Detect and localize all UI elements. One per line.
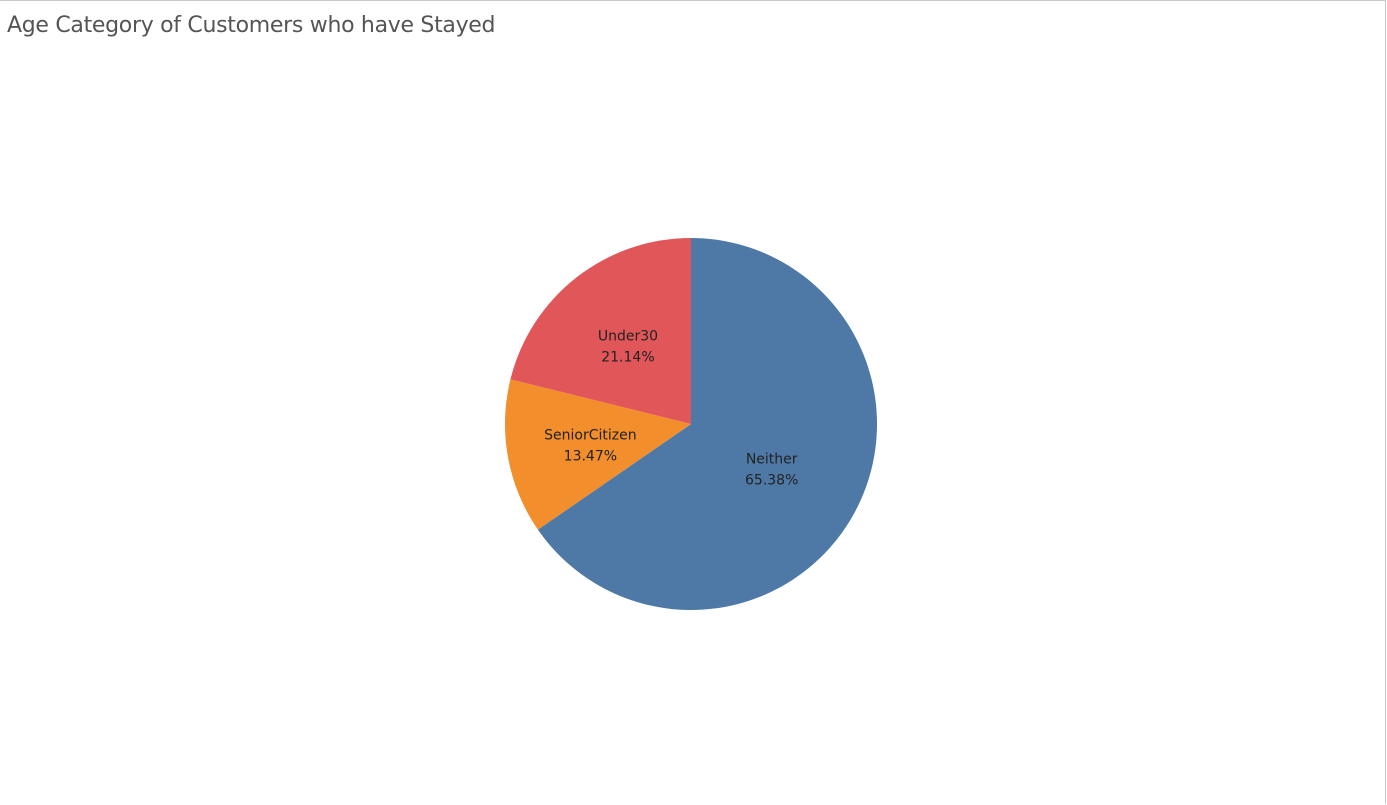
pie-labels: Neither 65.38% SeniorCitizen 13.47% Under30 2…: [544, 328, 798, 488]
slice-label-seniorcitizen: SeniorCitizen: [544, 427, 636, 443]
slice-value-under30: 21.14%: [601, 349, 654, 365]
pie-slice-seniorcitizen[interactable]: [504, 379, 691, 530]
pie-slices: [504, 238, 877, 610]
slice-label-neither: Neither: [746, 451, 798, 467]
pie-slice-neither[interactable]: [537, 238, 877, 610]
slice-value-neither: 65.38%: [745, 472, 798, 488]
pie-slice-under30[interactable]: [510, 238, 691, 424]
slice-value-seniorcitizen: 13.47%: [564, 448, 617, 464]
slice-label-under30: Under30: [598, 328, 658, 344]
chart-title: Age Category of Customers who have Staye…: [7, 13, 496, 38]
